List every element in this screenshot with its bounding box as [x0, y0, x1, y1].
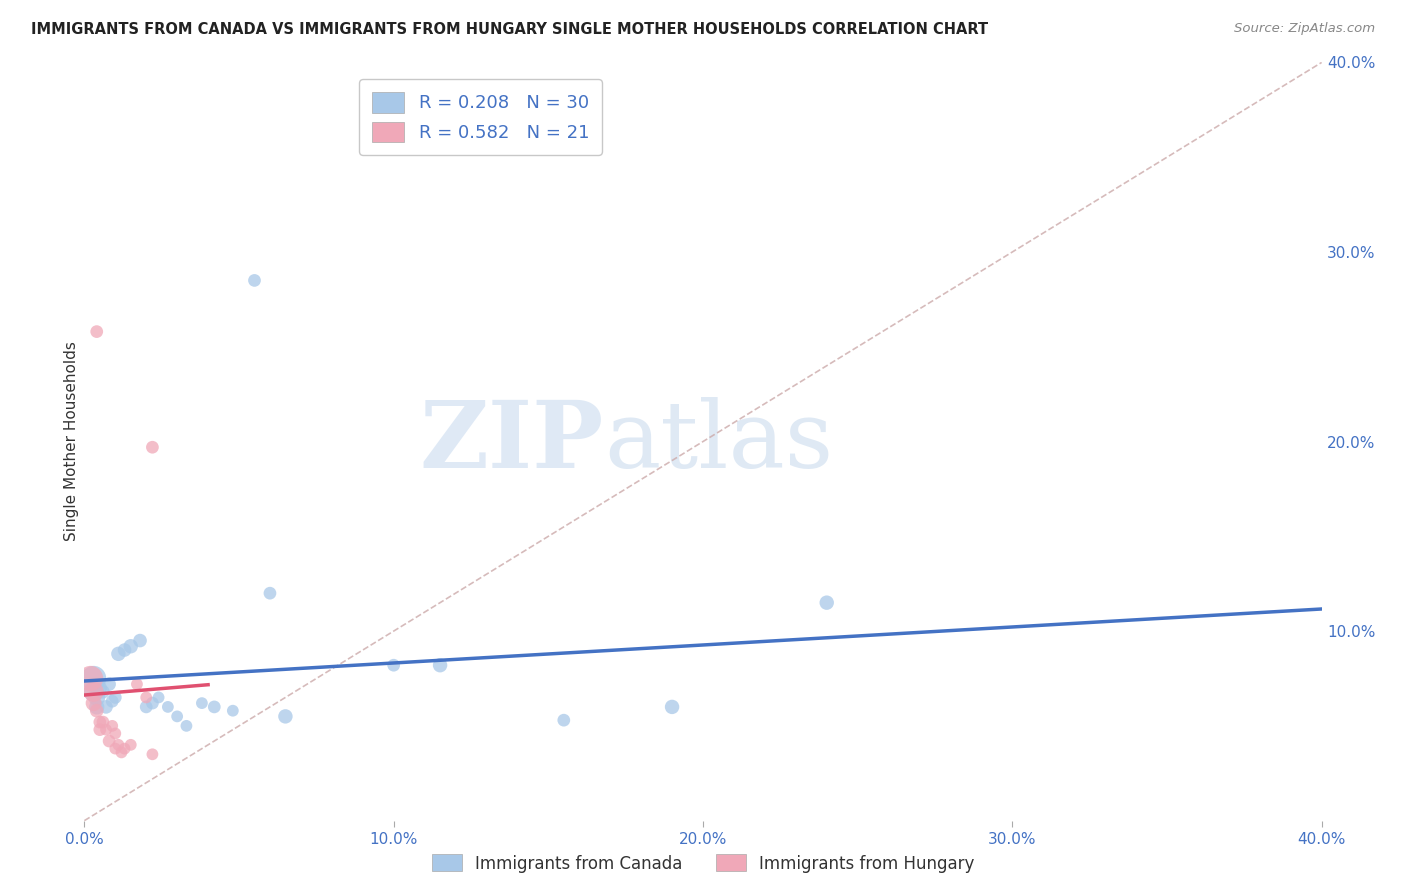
Point — [107, 738, 129, 752]
Point — [83, 685, 105, 699]
Point — [83, 685, 105, 699]
Text: Source: ZipAtlas.com: Source: ZipAtlas.com — [1234, 22, 1375, 36]
Point — [101, 694, 124, 708]
Point — [815, 596, 838, 610]
Point — [120, 639, 142, 653]
Point — [104, 741, 127, 756]
Point — [135, 690, 157, 705]
Point — [114, 643, 136, 657]
Point — [429, 658, 451, 673]
Point — [104, 690, 127, 705]
Point — [89, 723, 111, 737]
Point — [98, 734, 121, 748]
Point — [89, 681, 111, 695]
Point — [110, 746, 132, 760]
Point — [79, 672, 101, 686]
Point — [104, 726, 127, 740]
Point — [243, 273, 266, 287]
Point — [148, 690, 170, 705]
Point — [259, 586, 281, 600]
Point — [202, 699, 225, 714]
Point — [222, 704, 245, 718]
Point — [141, 440, 163, 454]
Point — [83, 696, 105, 710]
Point — [98, 677, 121, 691]
Point — [114, 741, 136, 756]
Point — [135, 699, 157, 714]
Point — [129, 633, 152, 648]
Text: ZIP: ZIP — [420, 397, 605, 486]
Y-axis label: Single Mother Households: Single Mother Households — [63, 342, 79, 541]
Text: atlas: atlas — [605, 397, 834, 486]
Point — [661, 699, 683, 714]
Legend: R = 0.208   N = 30, R = 0.582   N = 21: R = 0.208 N = 30, R = 0.582 N = 21 — [359, 79, 602, 155]
Point — [107, 647, 129, 661]
Point — [91, 715, 114, 730]
Point — [176, 719, 198, 733]
Point — [83, 672, 105, 686]
Text: IMMIGRANTS FROM CANADA VS IMMIGRANTS FROM HUNGARY SINGLE MOTHER HOUSEHOLDS CORRE: IMMIGRANTS FROM CANADA VS IMMIGRANTS FRO… — [31, 22, 988, 37]
Point — [94, 723, 117, 737]
Point — [101, 719, 124, 733]
Point — [141, 696, 163, 710]
Point — [94, 699, 117, 714]
Point — [91, 685, 114, 699]
Point — [141, 747, 163, 762]
Point — [274, 709, 297, 723]
Point — [191, 696, 214, 710]
Point — [89, 715, 111, 730]
Point — [86, 690, 108, 705]
Point — [125, 677, 148, 691]
Point — [86, 704, 108, 718]
Point — [166, 709, 188, 723]
Point — [382, 658, 405, 673]
Point — [156, 699, 179, 714]
Point — [86, 325, 108, 339]
Legend: Immigrants from Canada, Immigrants from Hungary: Immigrants from Canada, Immigrants from … — [425, 847, 981, 880]
Point — [120, 738, 142, 752]
Point — [86, 699, 108, 714]
Point — [553, 713, 575, 727]
